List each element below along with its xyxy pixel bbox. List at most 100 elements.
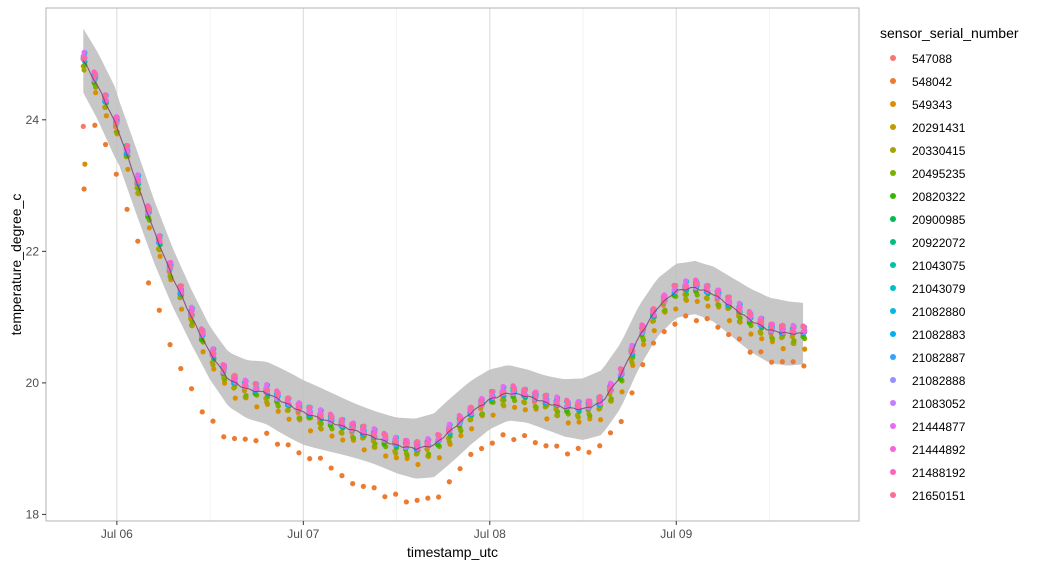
legend-label: 549343: [912, 98, 952, 112]
legend-label: 548042: [912, 75, 952, 89]
data-point: [135, 238, 141, 244]
data-point: [597, 417, 604, 423]
data-point: [747, 311, 753, 317]
data-point: [446, 421, 452, 427]
data-point: [619, 389, 625, 395]
data-point: [736, 336, 743, 342]
data-point: [274, 392, 281, 398]
data-point: [597, 393, 603, 400]
data-point: [82, 161, 88, 167]
legend-label: 20495235: [912, 167, 966, 181]
data-point: [618, 418, 624, 425]
data-point: [274, 441, 281, 447]
data-point: [564, 451, 571, 457]
data-point: [779, 322, 785, 328]
data-point: [748, 331, 754, 337]
data-point: [93, 84, 99, 90]
data-point: [802, 346, 808, 352]
data-point: [275, 403, 281, 409]
data-point: [456, 412, 462, 419]
data-point: [167, 342, 173, 348]
data-point: [639, 322, 645, 328]
data-point: [393, 455, 400, 461]
data-point: [360, 483, 367, 489]
data-point: [393, 438, 399, 444]
data-point: [361, 447, 367, 453]
data-point: [254, 404, 260, 410]
data-point: [415, 461, 421, 468]
data-point: [92, 73, 98, 79]
data-point: [296, 450, 302, 456]
data-point: [693, 281, 700, 287]
data-point: [307, 428, 314, 434]
data-point: [92, 122, 98, 128]
data-point: [607, 430, 614, 436]
y-axis-title: temperature_degree_c: [8, 194, 24, 336]
data-point: [532, 440, 538, 446]
data-point: [736, 300, 743, 306]
data-point: [705, 303, 711, 309]
y-tick-label: 20: [26, 376, 40, 390]
legend-label: 20900985: [912, 213, 966, 227]
data-point: [683, 291, 690, 297]
data-point: [469, 426, 475, 432]
data-point: [490, 412, 496, 418]
data-point: [220, 361, 226, 368]
data-point: [80, 123, 86, 129]
data-point: [286, 416, 292, 422]
data-point: [629, 359, 635, 366]
legend-key: [890, 377, 896, 383]
legend-label: 21082880: [912, 305, 966, 319]
legend-item: 21444877: [890, 420, 966, 434]
legend-item: 21082880: [890, 305, 966, 319]
data-point: [564, 400, 571, 406]
data-point: [91, 69, 97, 75]
x-tick-label: Jul 09: [660, 527, 692, 541]
legend-key: [890, 354, 896, 360]
legend-label: 21082883: [912, 328, 966, 342]
legend-label: 21444877: [912, 420, 966, 434]
data-point: [500, 402, 506, 408]
legend-item: 20820322: [890, 190, 966, 204]
data-point: [124, 206, 130, 212]
legend-key: [890, 78, 896, 84]
smooth-curve: [82, 60, 804, 451]
data-point: [800, 334, 806, 340]
data-point: [758, 349, 764, 355]
legend-key: [890, 193, 896, 199]
data-point: [360, 423, 367, 429]
data-point: [683, 284, 689, 290]
x-tick-label: Jul 08: [474, 527, 506, 541]
legend-key: [890, 147, 896, 153]
data-point: [704, 316, 710, 322]
legend-key: [890, 124, 896, 130]
x-axis-ticks: Jul 06 Jul 07 Jul 08 Jul 09: [101, 521, 693, 541]
y-tick-label: 24: [26, 113, 40, 127]
data-point: [339, 417, 345, 424]
data-point: [446, 479, 452, 485]
data-point: [200, 349, 206, 355]
data-point: [693, 318, 700, 324]
data-point: [210, 418, 216, 424]
legend-key: [890, 55, 896, 61]
data-point: [672, 321, 678, 327]
legend-key: [890, 101, 896, 107]
data-point: [564, 408, 570, 414]
legend-key: [890, 308, 896, 314]
data-point: [801, 363, 807, 369]
smooth-confidence-band: [83, 28, 804, 479]
data-point: [383, 453, 389, 459]
data-point: [372, 441, 378, 447]
data-point: [404, 452, 410, 458]
data-point: [93, 90, 99, 96]
data-point: [726, 294, 732, 300]
data-point: [103, 113, 109, 119]
data-point: [629, 342, 635, 348]
data-point: [403, 499, 409, 505]
data-point: [393, 450, 399, 456]
data-point: [436, 494, 442, 500]
data-point: [253, 438, 259, 444]
data-point: [426, 451, 432, 457]
legend-label: 547088: [912, 52, 952, 66]
legend-item: 21083052: [890, 397, 966, 411]
